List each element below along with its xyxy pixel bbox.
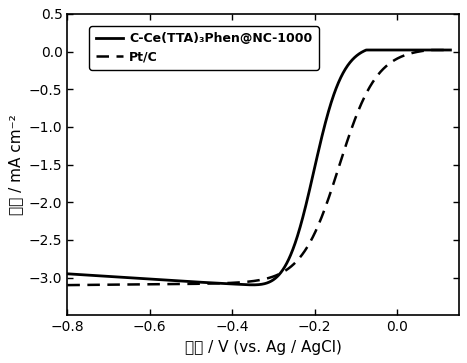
Pt/C	[448, 48, 453, 52]
C-Ce(TTA)₃Phen@NC-1000	[250, 283, 256, 287]
C-Ce(TTA)₃Phen@NC-1000	[64, 272, 70, 276]
C-Ce(TTA)₃Phen@NC-1000	[219, 281, 225, 286]
Pt/C	[64, 283, 70, 287]
Line: Pt/C: Pt/C	[67, 50, 451, 285]
Line: C-Ce(TTA)₃Phen@NC-1000: C-Ce(TTA)₃Phen@NC-1000	[67, 50, 451, 285]
C-Ce(TTA)₃Phen@NC-1000	[448, 48, 453, 52]
C-Ce(TTA)₃Phen@NC-1000	[234, 282, 239, 286]
C-Ce(TTA)₃Phen@NC-1000	[364, 48, 369, 52]
C-Ce(TTA)₃Phen@NC-1000	[328, 102, 333, 106]
Pt/C	[370, 79, 376, 84]
Legend: C-Ce(TTA)₃Phen@NC-1000, Pt/C: C-Ce(TTA)₃Phen@NC-1000, Pt/C	[89, 26, 319, 70]
C-Ce(TTA)₃Phen@NC-1000	[364, 48, 370, 52]
Y-axis label: 电流 / mA cm⁻²: 电流 / mA cm⁻²	[8, 114, 23, 215]
C-Ce(TTA)₃Phen@NC-1000	[371, 48, 376, 52]
Pt/C	[427, 48, 433, 52]
Pt/C	[104, 282, 109, 287]
Pt/C	[328, 191, 333, 195]
X-axis label: 电压 / V (vs. Ag / AgCl): 电压 / V (vs. Ag / AgCl)	[184, 340, 341, 355]
C-Ce(TTA)₃Phen@NC-1000	[104, 274, 109, 278]
Pt/C	[363, 91, 369, 96]
Pt/C	[234, 281, 239, 285]
Pt/C	[219, 281, 225, 285]
